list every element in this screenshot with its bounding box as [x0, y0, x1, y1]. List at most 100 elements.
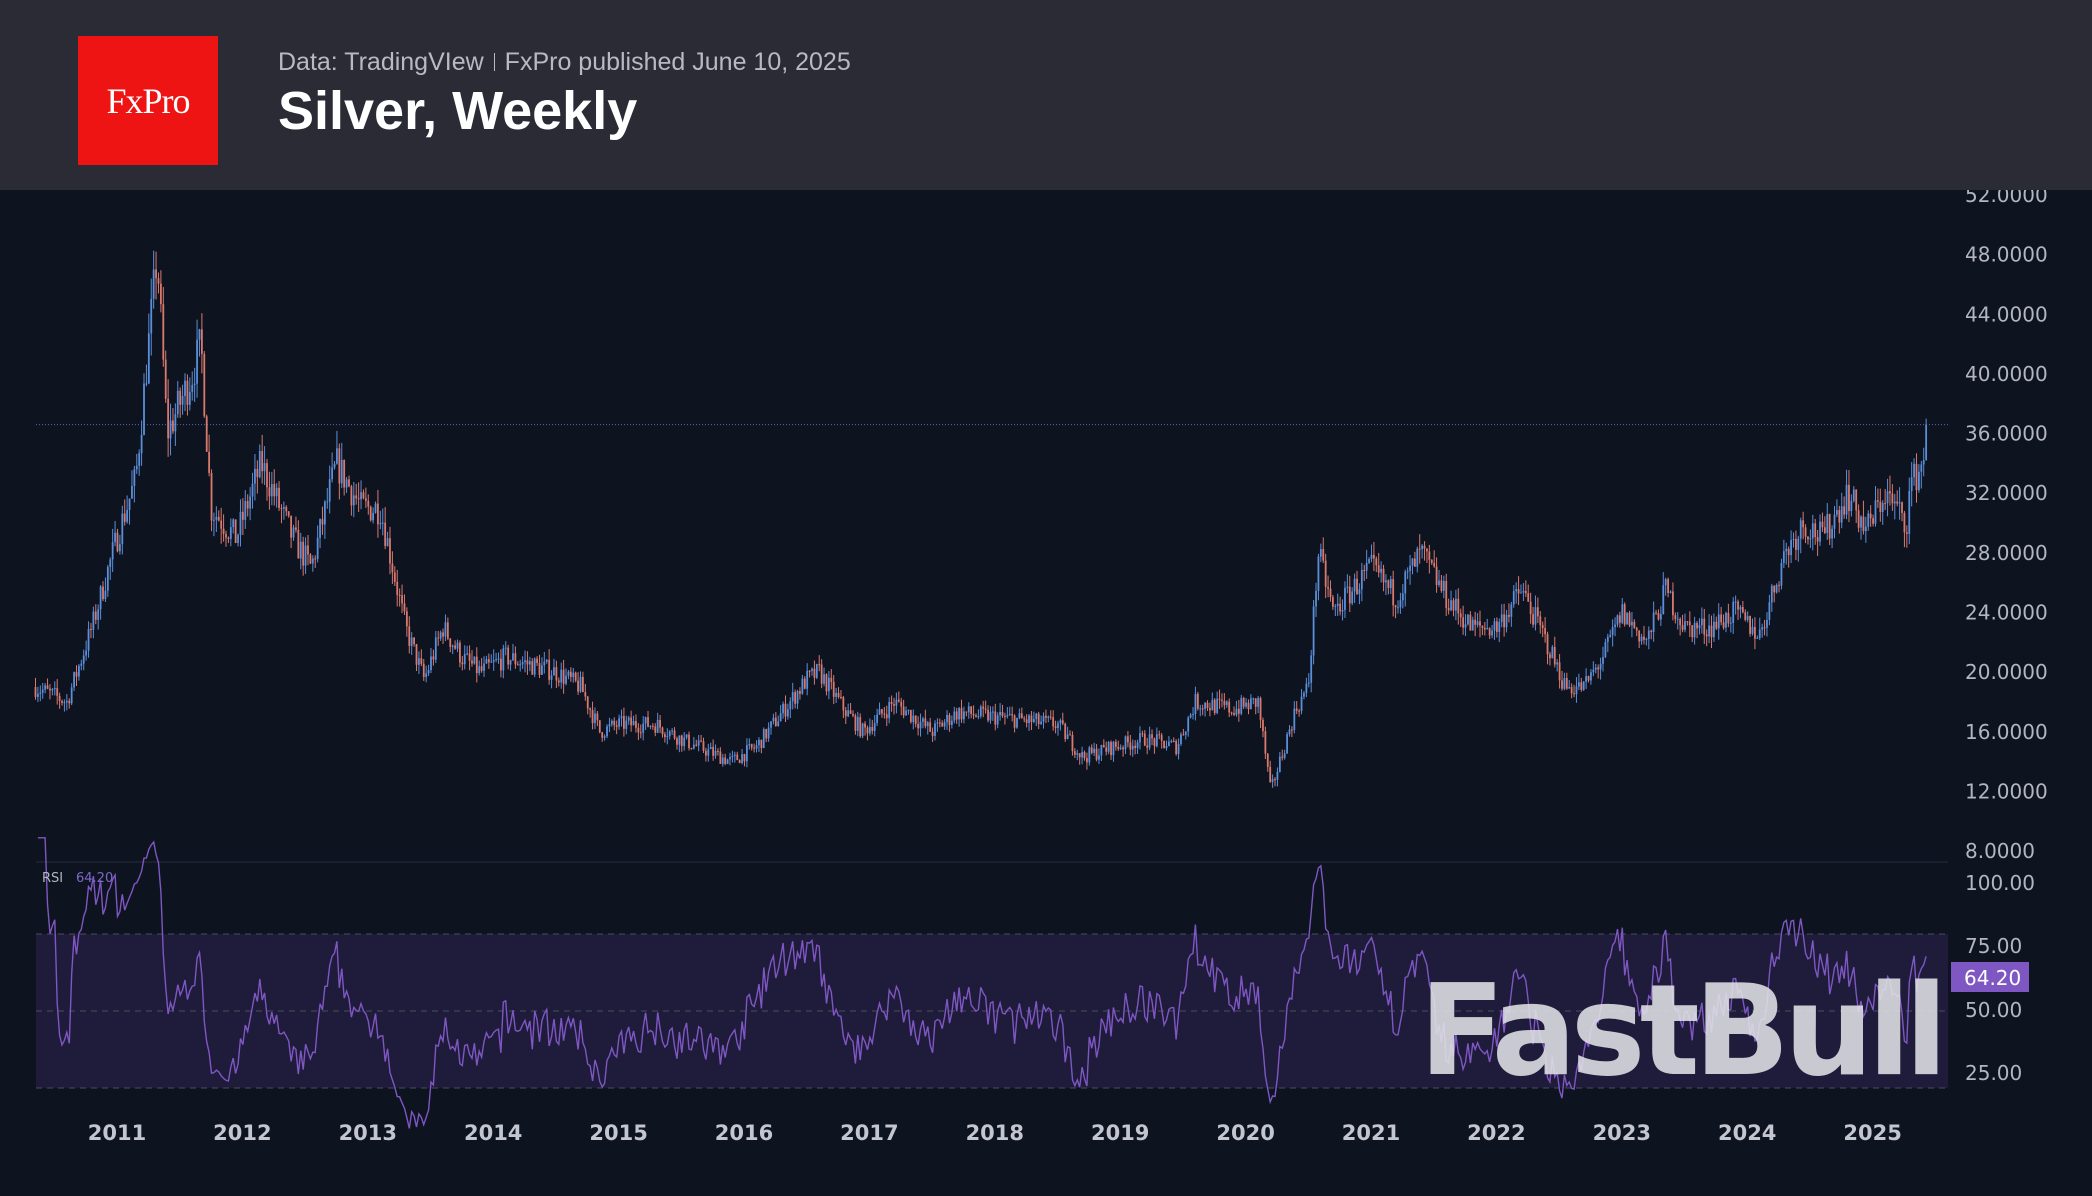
candle-body — [410, 637, 413, 646]
candle-body — [266, 463, 268, 488]
candle — [936, 718, 939, 732]
candle — [661, 726, 664, 738]
candle-body — [63, 702, 66, 704]
candle — [748, 738, 751, 750]
candle — [1510, 601, 1513, 627]
candle — [1855, 489, 1858, 523]
candle-body — [567, 671, 570, 676]
candle — [169, 403, 172, 456]
candle — [514, 646, 517, 669]
candle — [1061, 712, 1064, 726]
candle — [528, 656, 531, 672]
candle-body — [254, 468, 256, 484]
candle — [401, 584, 403, 614]
candle — [664, 731, 666, 743]
candle-body — [938, 722, 941, 724]
candle-body — [1257, 698, 1260, 707]
candle-body — [1389, 579, 1392, 589]
candle — [1840, 492, 1843, 529]
candle-body — [1081, 752, 1083, 758]
candle — [309, 553, 312, 565]
candle — [854, 713, 857, 735]
candle — [1864, 516, 1867, 543]
candle — [1102, 739, 1105, 748]
candle-body — [1141, 733, 1144, 735]
candle-body — [642, 723, 645, 733]
candle-body — [338, 448, 341, 484]
candle — [138, 449, 141, 476]
candle — [601, 731, 604, 742]
candle-body — [99, 586, 102, 610]
candle-body — [589, 708, 592, 710]
candle — [909, 709, 912, 724]
data-source: Data: TradingVIew — [278, 48, 484, 76]
candle — [1814, 518, 1817, 545]
candle — [1025, 714, 1028, 728]
candle-body — [637, 727, 640, 733]
candle-body — [1269, 766, 1272, 782]
candle — [1264, 726, 1267, 759]
price-chart[interactable]: 52.000048.000044.000040.000036.000032.00… — [0, 190, 2092, 1196]
candle-body — [1102, 744, 1105, 748]
candle — [589, 707, 592, 718]
candle-body — [336, 448, 338, 464]
candle-body — [203, 353, 206, 417]
candle — [700, 734, 702, 743]
candle-body — [1030, 715, 1033, 723]
candle — [1647, 626, 1650, 650]
candle — [818, 655, 821, 672]
candle — [1100, 744, 1103, 762]
candle — [1266, 753, 1269, 772]
candle-body — [1582, 681, 1585, 690]
candle — [504, 641, 507, 656]
candle-body — [437, 637, 440, 639]
candle — [1698, 618, 1701, 635]
candle-body — [1647, 630, 1650, 639]
candle-body — [832, 681, 835, 697]
candle — [827, 670, 830, 700]
candle-body — [1920, 464, 1923, 472]
candle-body — [1428, 551, 1431, 560]
candle — [1577, 673, 1580, 690]
candle-body — [468, 653, 471, 661]
candle — [1681, 614, 1684, 633]
rsi-value-badge-bg — [1951, 962, 2029, 992]
candle — [1778, 581, 1780, 593]
candle — [789, 697, 792, 719]
candle-body — [1235, 708, 1238, 715]
candle-body — [490, 661, 493, 663]
candle-body — [446, 622, 449, 639]
candle — [1254, 698, 1257, 715]
candle-body — [796, 691, 799, 704]
candle — [897, 691, 900, 703]
candle — [1515, 582, 1518, 604]
candle-body — [963, 711, 965, 720]
candle — [1850, 494, 1853, 517]
candle — [1327, 575, 1329, 598]
candle-body — [145, 383, 148, 385]
candle — [389, 526, 391, 575]
candle — [832, 675, 835, 705]
candle — [1356, 570, 1358, 596]
candle-body — [562, 669, 565, 684]
candle-body — [1107, 742, 1110, 752]
candle — [1141, 730, 1144, 738]
candle-body — [1139, 733, 1141, 743]
candle — [876, 708, 879, 726]
candle-body — [1821, 521, 1824, 528]
candle — [1213, 698, 1216, 716]
candle — [1905, 525, 1908, 548]
candle-body — [555, 667, 558, 681]
candle — [1474, 611, 1477, 637]
candle — [1828, 513, 1831, 546]
candle — [437, 630, 440, 646]
candle-body — [1083, 752, 1086, 759]
candle-body — [58, 695, 61, 701]
candle — [1057, 720, 1059, 736]
candle — [275, 483, 278, 508]
rsi-pane — [36, 837, 1948, 1129]
candle — [1561, 670, 1563, 691]
candle-body — [1295, 708, 1298, 711]
candle-body — [495, 659, 497, 661]
